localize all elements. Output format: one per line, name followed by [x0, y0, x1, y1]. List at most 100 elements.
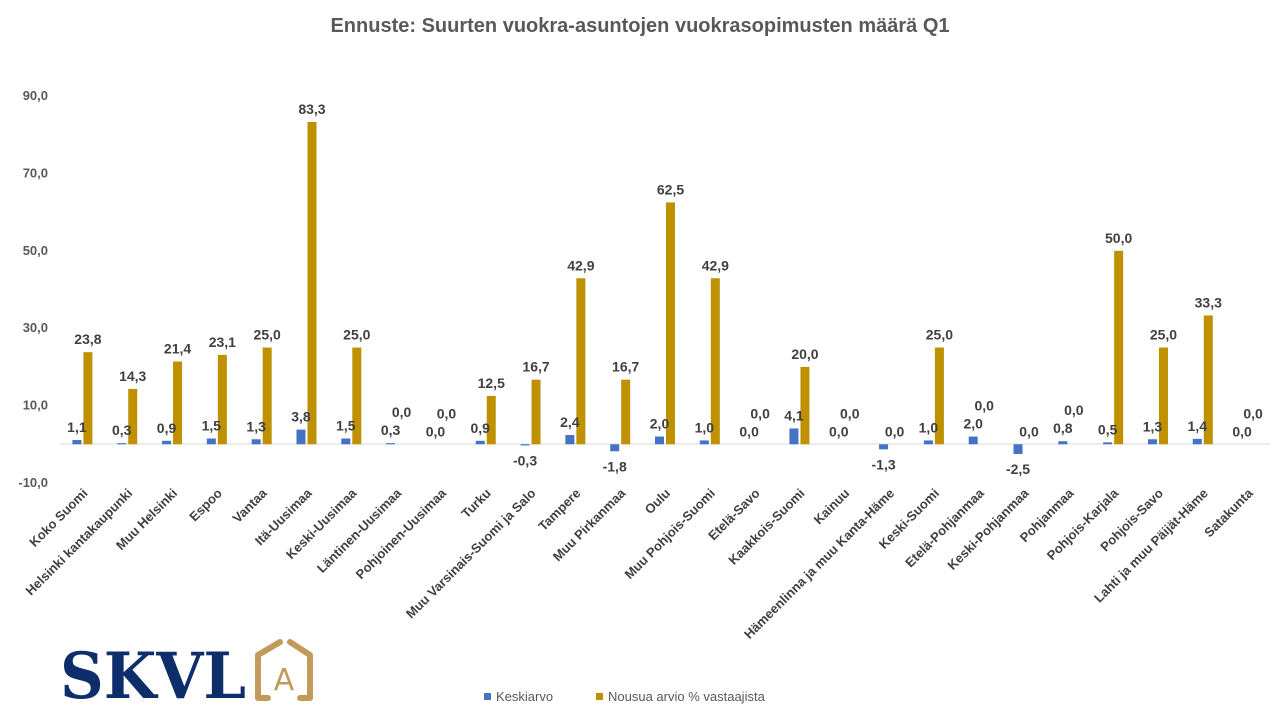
data-label: 12,5	[478, 375, 505, 391]
data-label: 1,5	[336, 417, 356, 433]
data-label: 0,9	[471, 420, 491, 436]
legend-label-nousua: Nousua arvio % vastaajista	[608, 689, 766, 704]
data-label: 0,0	[392, 404, 412, 420]
data-label: -2,5	[1006, 461, 1030, 477]
data-label: 1,3	[246, 418, 266, 434]
bar-keskiarvo	[610, 444, 620, 452]
x-tick-label: Pohjoinen-Uusimaa	[353, 485, 450, 582]
logo-mark: A	[274, 663, 295, 698]
bar-keskiarvo	[386, 443, 396, 445]
data-label: 3,8	[291, 409, 311, 425]
y-tick-label: 90,0	[23, 88, 48, 103]
data-label: 0,5	[1098, 421, 1118, 437]
bar-nousua	[531, 379, 541, 445]
bar-keskiarvo	[565, 435, 575, 445]
bar-keskiarvo	[296, 429, 306, 445]
data-label: 1,4	[1188, 418, 1208, 434]
data-label: 2,0	[650, 416, 670, 432]
y-tick-label: 30,0	[23, 320, 48, 335]
bar-nousua	[173, 361, 183, 445]
bar-nousua	[934, 347, 944, 445]
bar-keskiarvo	[206, 438, 216, 445]
x-tick-label: Oulu	[642, 485, 674, 517]
data-label: 33,3	[1195, 294, 1222, 310]
data-label: 0,0	[840, 405, 860, 421]
bar-nousua	[307, 121, 317, 445]
bar-keskiarvo	[251, 439, 261, 445]
data-label: 1,3	[1143, 418, 1163, 434]
bar-keskiarvo	[475, 440, 485, 445]
data-label: 0,0	[1232, 423, 1252, 439]
bar-keskiarvo	[162, 440, 172, 445]
data-label: 0,9	[157, 420, 177, 436]
data-label: 0,8	[1053, 420, 1073, 436]
data-label: 23,1	[209, 334, 236, 350]
bar-keskiarvo	[1058, 441, 1068, 445]
bar-nousua	[621, 379, 631, 445]
bar-nousua	[352, 347, 362, 445]
chart-title: Ennuste: Suurten vuokra-asuntojen vuokra…	[330, 15, 949, 37]
data-label: 0,3	[112, 422, 132, 438]
bar-nousua	[800, 366, 810, 445]
bar-keskiarvo	[1147, 439, 1157, 445]
x-tick-label: Muu Pohjois-Suomi	[622, 486, 718, 582]
bar-nousua	[83, 352, 93, 445]
bar-keskiarvo	[1192, 438, 1202, 445]
legend-swatch-keskiarvo	[484, 693, 491, 700]
data-label: 0,0	[1064, 402, 1084, 418]
bars	[72, 121, 1213, 454]
data-label: -1,8	[603, 458, 627, 474]
bar-keskiarvo	[1103, 442, 1113, 445]
data-label: 1,1	[67, 419, 87, 435]
bar-keskiarvo	[655, 436, 664, 445]
bar-keskiarvo	[72, 440, 82, 445]
data-label: 42,9	[702, 257, 729, 273]
data-label: 0,0	[437, 405, 457, 421]
data-label: 0,0	[829, 423, 849, 439]
bar-nousua	[666, 202, 675, 445]
data-label: 16,7	[612, 359, 639, 375]
data-labels: 1,1 23,8 0,3 14,3 0,9 21,4 1,5 23,1 1,3 25,0 3,8 83…	[67, 101, 1263, 477]
data-label: 20,0	[791, 346, 818, 362]
bar-keskiarvo	[879, 444, 889, 450]
skvl-logo: SKVL A	[60, 639, 313, 714]
data-label: 25,0	[926, 327, 953, 343]
bar-nousua	[710, 278, 720, 445]
bar-keskiarvo	[520, 444, 530, 446]
x-tick-label: Läntinen-Uusimaa	[314, 485, 405, 576]
data-label: 21,4	[164, 340, 191, 356]
data-label: 42,9	[567, 257, 594, 273]
data-label: 0,0	[739, 423, 759, 439]
bar-nousua	[1203, 315, 1213, 445]
data-label: 25,0	[1150, 327, 1177, 343]
data-label: 0,0	[426, 423, 446, 439]
data-label: 50,0	[1105, 230, 1132, 246]
bar-nousua	[217, 354, 227, 445]
data-label: 0,0	[1243, 405, 1263, 421]
bar-nousua	[486, 395, 496, 445]
legend-label-keskiarvo: Keskiarvo	[496, 689, 553, 704]
data-label: -1,3	[872, 456, 896, 472]
data-label: 4,1	[784, 407, 804, 423]
bar-keskiarvo	[117, 443, 127, 445]
bar-nousua	[128, 388, 138, 445]
data-label: 2,4	[560, 414, 580, 430]
x-tick-label: Etelä-Pohjanmaa	[902, 485, 987, 570]
data-label: 0,0	[885, 423, 905, 439]
bar-keskiarvo	[789, 428, 799, 445]
data-label: 23,8	[74, 331, 101, 347]
data-label: 83,3	[298, 101, 325, 117]
bar-keskiarvo	[341, 438, 351, 445]
data-label: 62,5	[657, 181, 684, 197]
logo-house-icon	[255, 639, 313, 701]
data-label: 14,3	[119, 368, 146, 384]
bar-keskiarvo	[699, 440, 709, 445]
data-label: 2,0	[963, 416, 983, 432]
data-label: 0,0	[974, 398, 994, 414]
y-tick-label: -10,0	[18, 475, 48, 490]
bar-keskiarvo	[1013, 444, 1023, 454]
y-axis: -10,0 10,0 30,0 50,0 70,0 90,0	[18, 88, 48, 490]
x-tick-label: Espoo	[186, 485, 225, 524]
